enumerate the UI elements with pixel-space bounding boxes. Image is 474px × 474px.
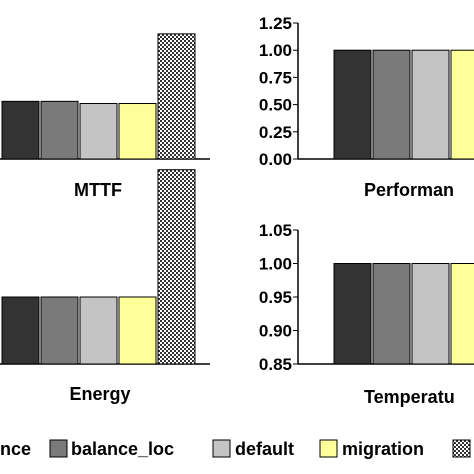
bar-mttf-default [79,103,118,160]
tick-label-temperatu-4: 0.85 [259,355,292,374]
tick-label-performan-1: 1.00 [259,41,292,60]
legend-label-balance: nce [0,439,31,459]
tick-label-performan-2: 0.75 [259,68,292,87]
bar-energy-heat-and-run [157,169,196,365]
panel-energy-title: Energy [69,384,130,404]
bar-performan-migration [450,49,474,160]
legend: nce balance_loc default migration [0,439,471,459]
bar-performan-balance [333,49,372,160]
panel-energy: Energy [0,169,210,404]
legend-swatch-balance-loc [49,439,68,458]
bar-mttf-balance [1,100,40,160]
tick-label-temperatu-3: 0.90 [259,322,292,341]
panel-temperature: 1.05 1.00 0.95 0.90 0.85 Temperatu [259,221,474,407]
tick-label-performan-5: 0.00 [259,150,292,169]
tick-label-temperatu-1: 1.00 [259,255,292,274]
bar-energy-balance-loc [40,296,79,365]
legend-label-migration: migration [342,439,424,459]
bar-temperatu-migration [450,263,474,365]
panel-temperature-title: Temperatu [364,387,455,407]
bar-mttf-heat-and-run [157,33,196,160]
bar-energy-default [79,296,118,365]
legend-label-default: default [235,439,294,459]
tick-label-temperatu-2: 0.95 [259,288,292,307]
legend-swatch-migration [319,439,338,458]
bar-mttf-balance-loc [40,100,79,160]
bar-performan-balance-loc [372,49,411,160]
panel-performance-title: Performan [364,180,454,200]
tick-label-temperatu-0: 1.05 [259,221,292,240]
bar-energy-balance [1,296,40,365]
bar-temperatu-balance [333,263,372,365]
legend-swatch-default [212,439,231,458]
legend-label-balance-loc: balance_loc [71,439,174,459]
bar-performan-default [411,49,450,160]
bar-energy-migration [118,296,157,365]
panel-mttf: MTTF [0,33,210,200]
panel-mttf-title: MTTF [74,180,122,200]
panel-performance: 1.25 1.00 0.75 0.50 0.25 0.00 Performan [259,14,474,200]
tick-label-performan-3: 0.50 [259,96,292,115]
bar-temperatu-default [411,263,450,365]
tick-label-performan-4: 0.25 [259,123,292,142]
bar-mttf-migration [118,103,157,160]
tick-label-performan-0: 1.25 [259,14,292,33]
bar-temperatu-balance-loc [372,263,411,365]
legend-swatch-heat-and-run [452,439,471,458]
